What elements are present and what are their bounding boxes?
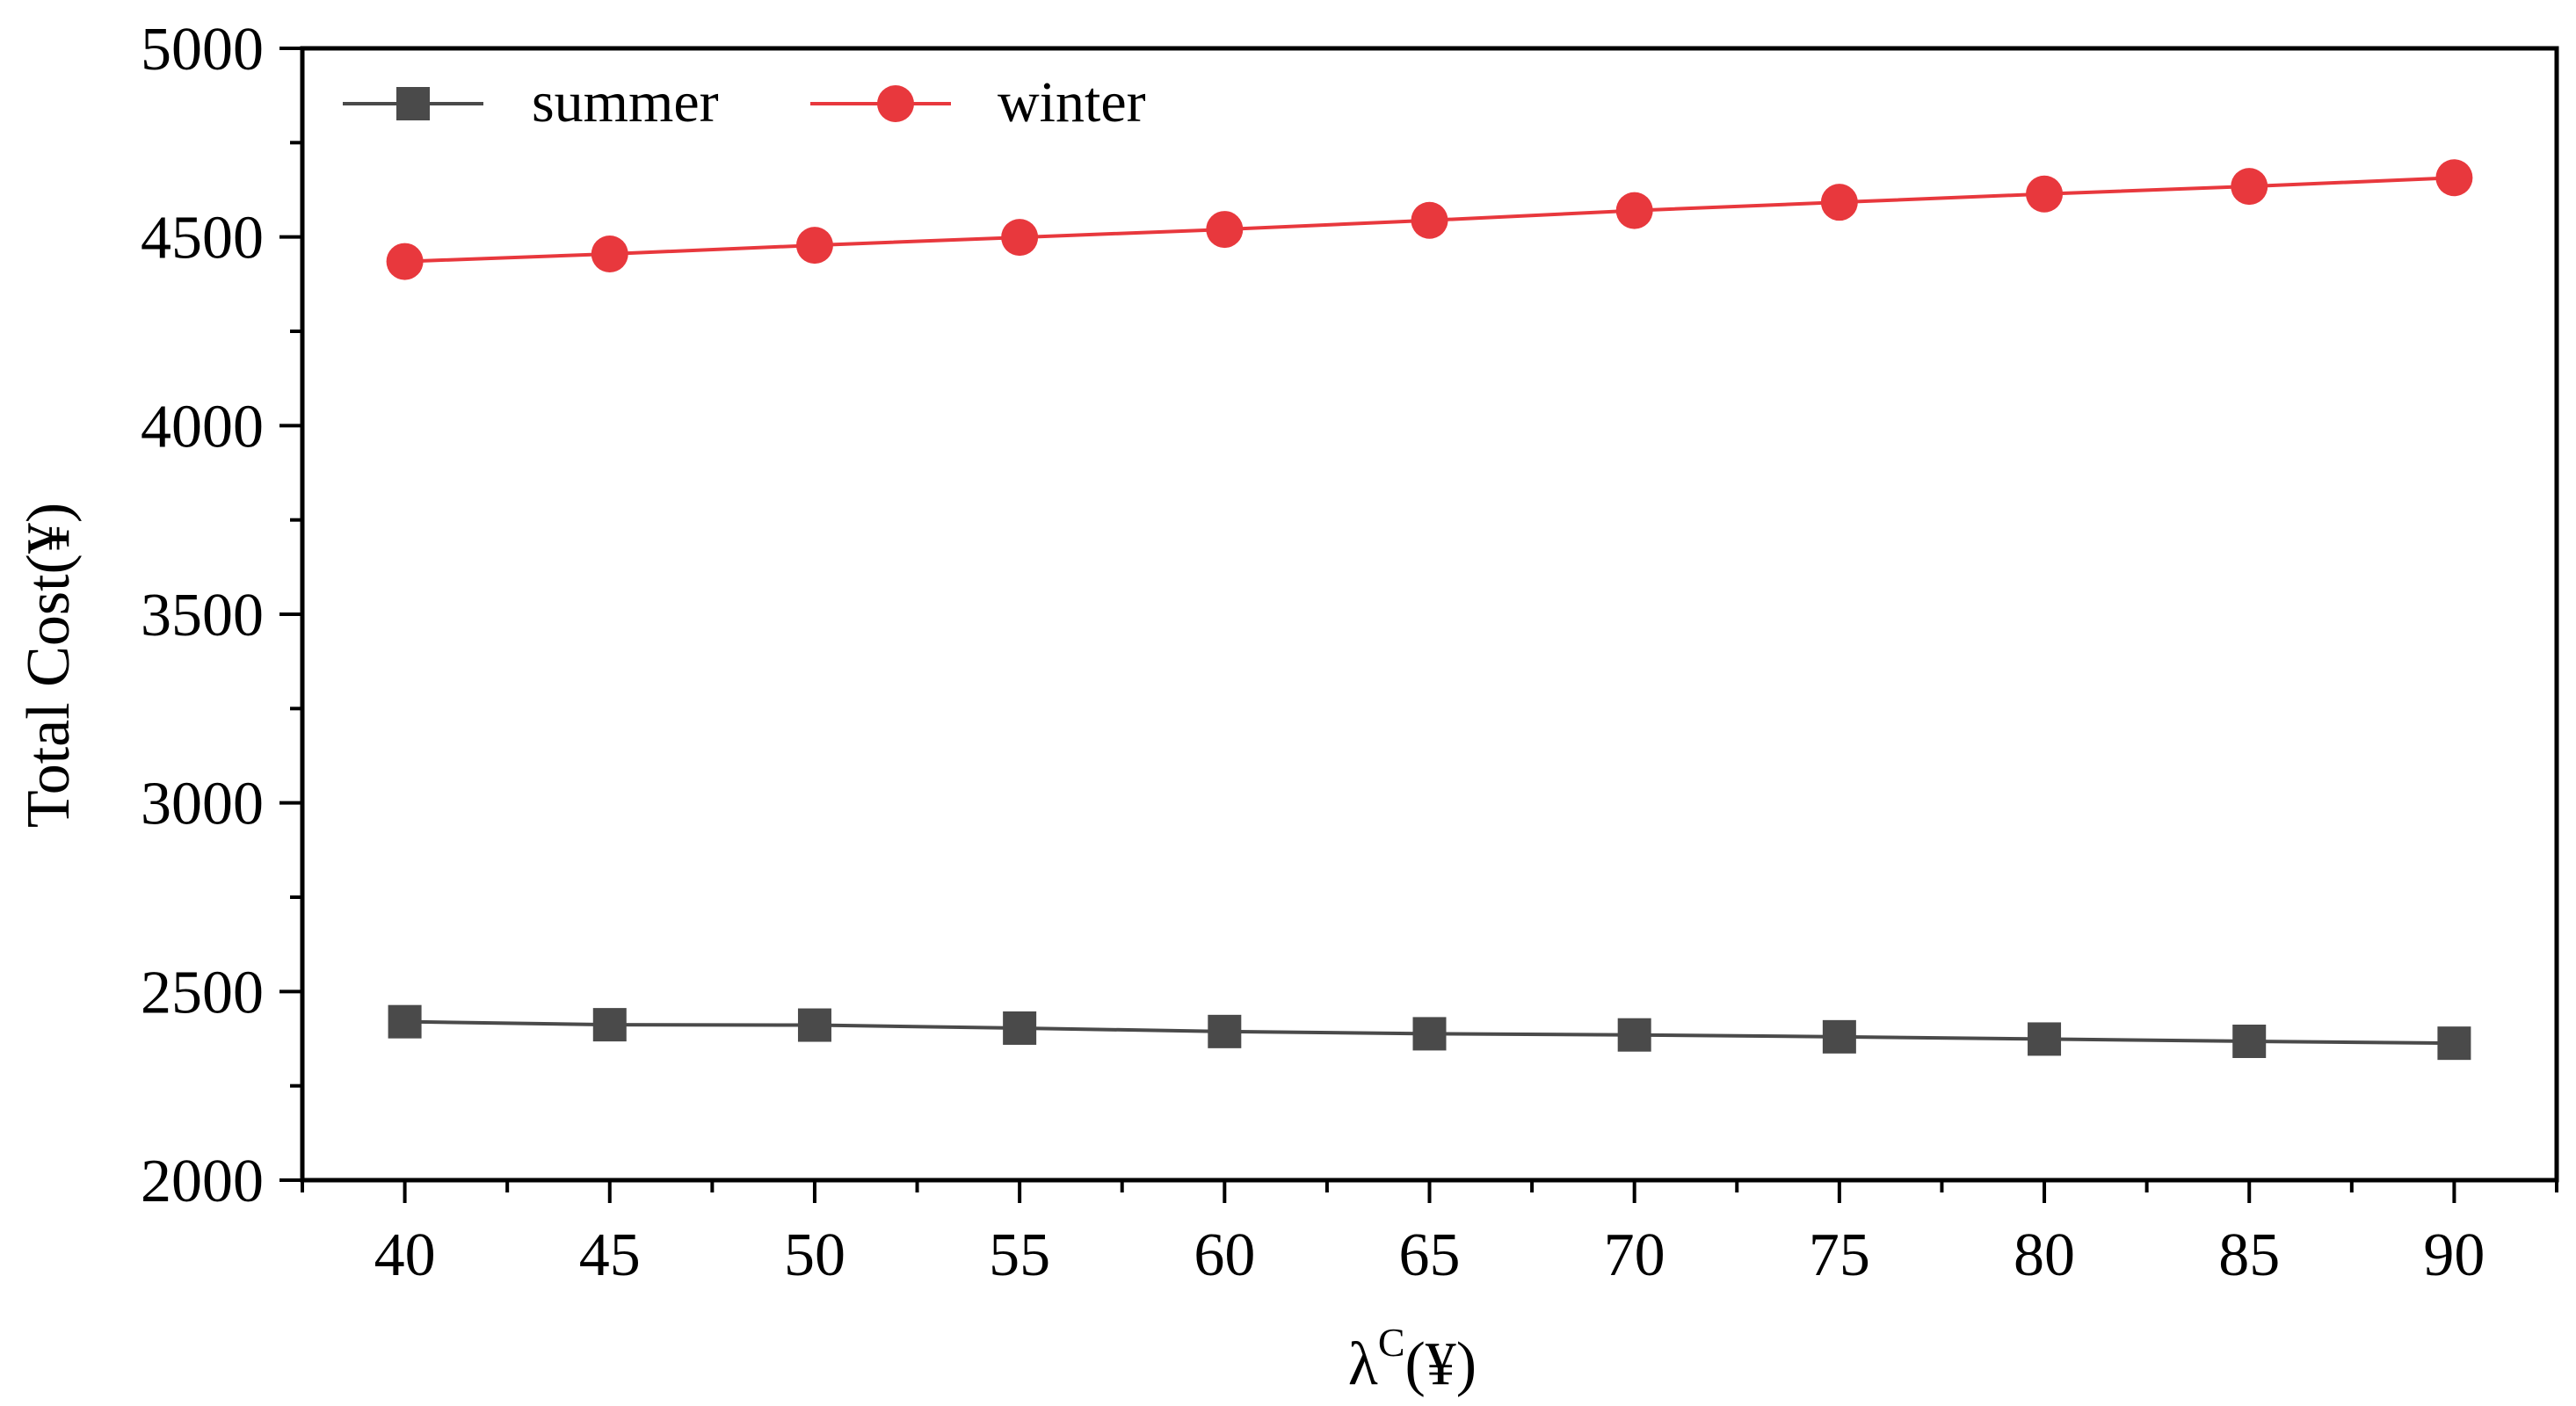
x-tick-label-70: 70 (1604, 1221, 1665, 1289)
data-point-summer (1412, 1017, 1447, 1051)
x-axis-title: λC(¥) (1348, 1320, 1477, 1398)
data-point-summer (592, 1008, 627, 1042)
data-point-summer (1822, 1019, 1856, 1054)
data-point-winter (1820, 184, 1858, 221)
legend-summer-label: summer (532, 70, 719, 134)
x-tick-label-45: 45 (579, 1221, 641, 1289)
data-point-summer (1617, 1018, 1651, 1052)
y-tick-label-2500: 2500 (141, 959, 264, 1026)
y-tick-label-3500: 3500 (141, 582, 264, 649)
data-point-winter (386, 243, 424, 280)
x-axis-title-symbol: λ (1348, 1330, 1378, 1398)
data-point-winter (1615, 192, 1653, 229)
data-point-winter (2231, 168, 2268, 206)
x-tick-label-85: 85 (2218, 1221, 2280, 1289)
x-axis-title-superscript: C (1378, 1320, 1405, 1365)
data-point-winter (1411, 201, 1448, 239)
legend-winter-marker (877, 85, 914, 122)
x-tick-label-55: 55 (989, 1221, 1050, 1289)
x-tick-label-65: 65 (1399, 1221, 1461, 1289)
data-point-winter (2026, 175, 2064, 213)
axes: 40 45 50 55 60 65 70 75 80 85 90 2000 2500 3000 3500 40… (141, 16, 2559, 1289)
x-tick-label-90: 90 (2423, 1221, 2485, 1289)
x-tick-label-75: 75 (1809, 1221, 1870, 1289)
data-point-winter (1001, 219, 1039, 257)
y-axis-title: Total Cost(¥) (15, 503, 83, 828)
series (386, 159, 2473, 1061)
legend-summer-marker (396, 87, 430, 120)
y-tick-label-5000: 5000 (141, 16, 264, 83)
data-point-summer (1208, 1014, 1242, 1048)
legend-winter-label: winter (998, 70, 1146, 134)
y-tick-label-4500: 4500 (141, 205, 264, 272)
data-point-summer (797, 1008, 831, 1042)
data-point-summer (2232, 1025, 2267, 1059)
y-tick-label-3000: 3000 (141, 771, 264, 838)
x-tick-label-40: 40 (374, 1221, 436, 1289)
data-point-summer (2028, 1022, 2062, 1056)
data-point-winter (795, 227, 833, 265)
data-point-summer (1003, 1011, 1037, 1045)
y-tick-label-4000: 4000 (141, 393, 264, 460)
data-point-winter (1206, 211, 1244, 249)
x-tick-label-60: 60 (1194, 1221, 1255, 1289)
data-point-winter (2435, 159, 2473, 197)
x-axis-title-unit: (¥) (1405, 1330, 1477, 1398)
data-point-winter (591, 235, 628, 272)
x-tick-label-80: 80 (2014, 1221, 2075, 1289)
x-tick-label-50: 50 (784, 1221, 845, 1289)
data-point-summer (388, 1004, 422, 1039)
y-tick-label-2000: 2000 (141, 1148, 264, 1215)
data-point-summer (2437, 1026, 2471, 1061)
legend: summer winter (343, 70, 1146, 134)
